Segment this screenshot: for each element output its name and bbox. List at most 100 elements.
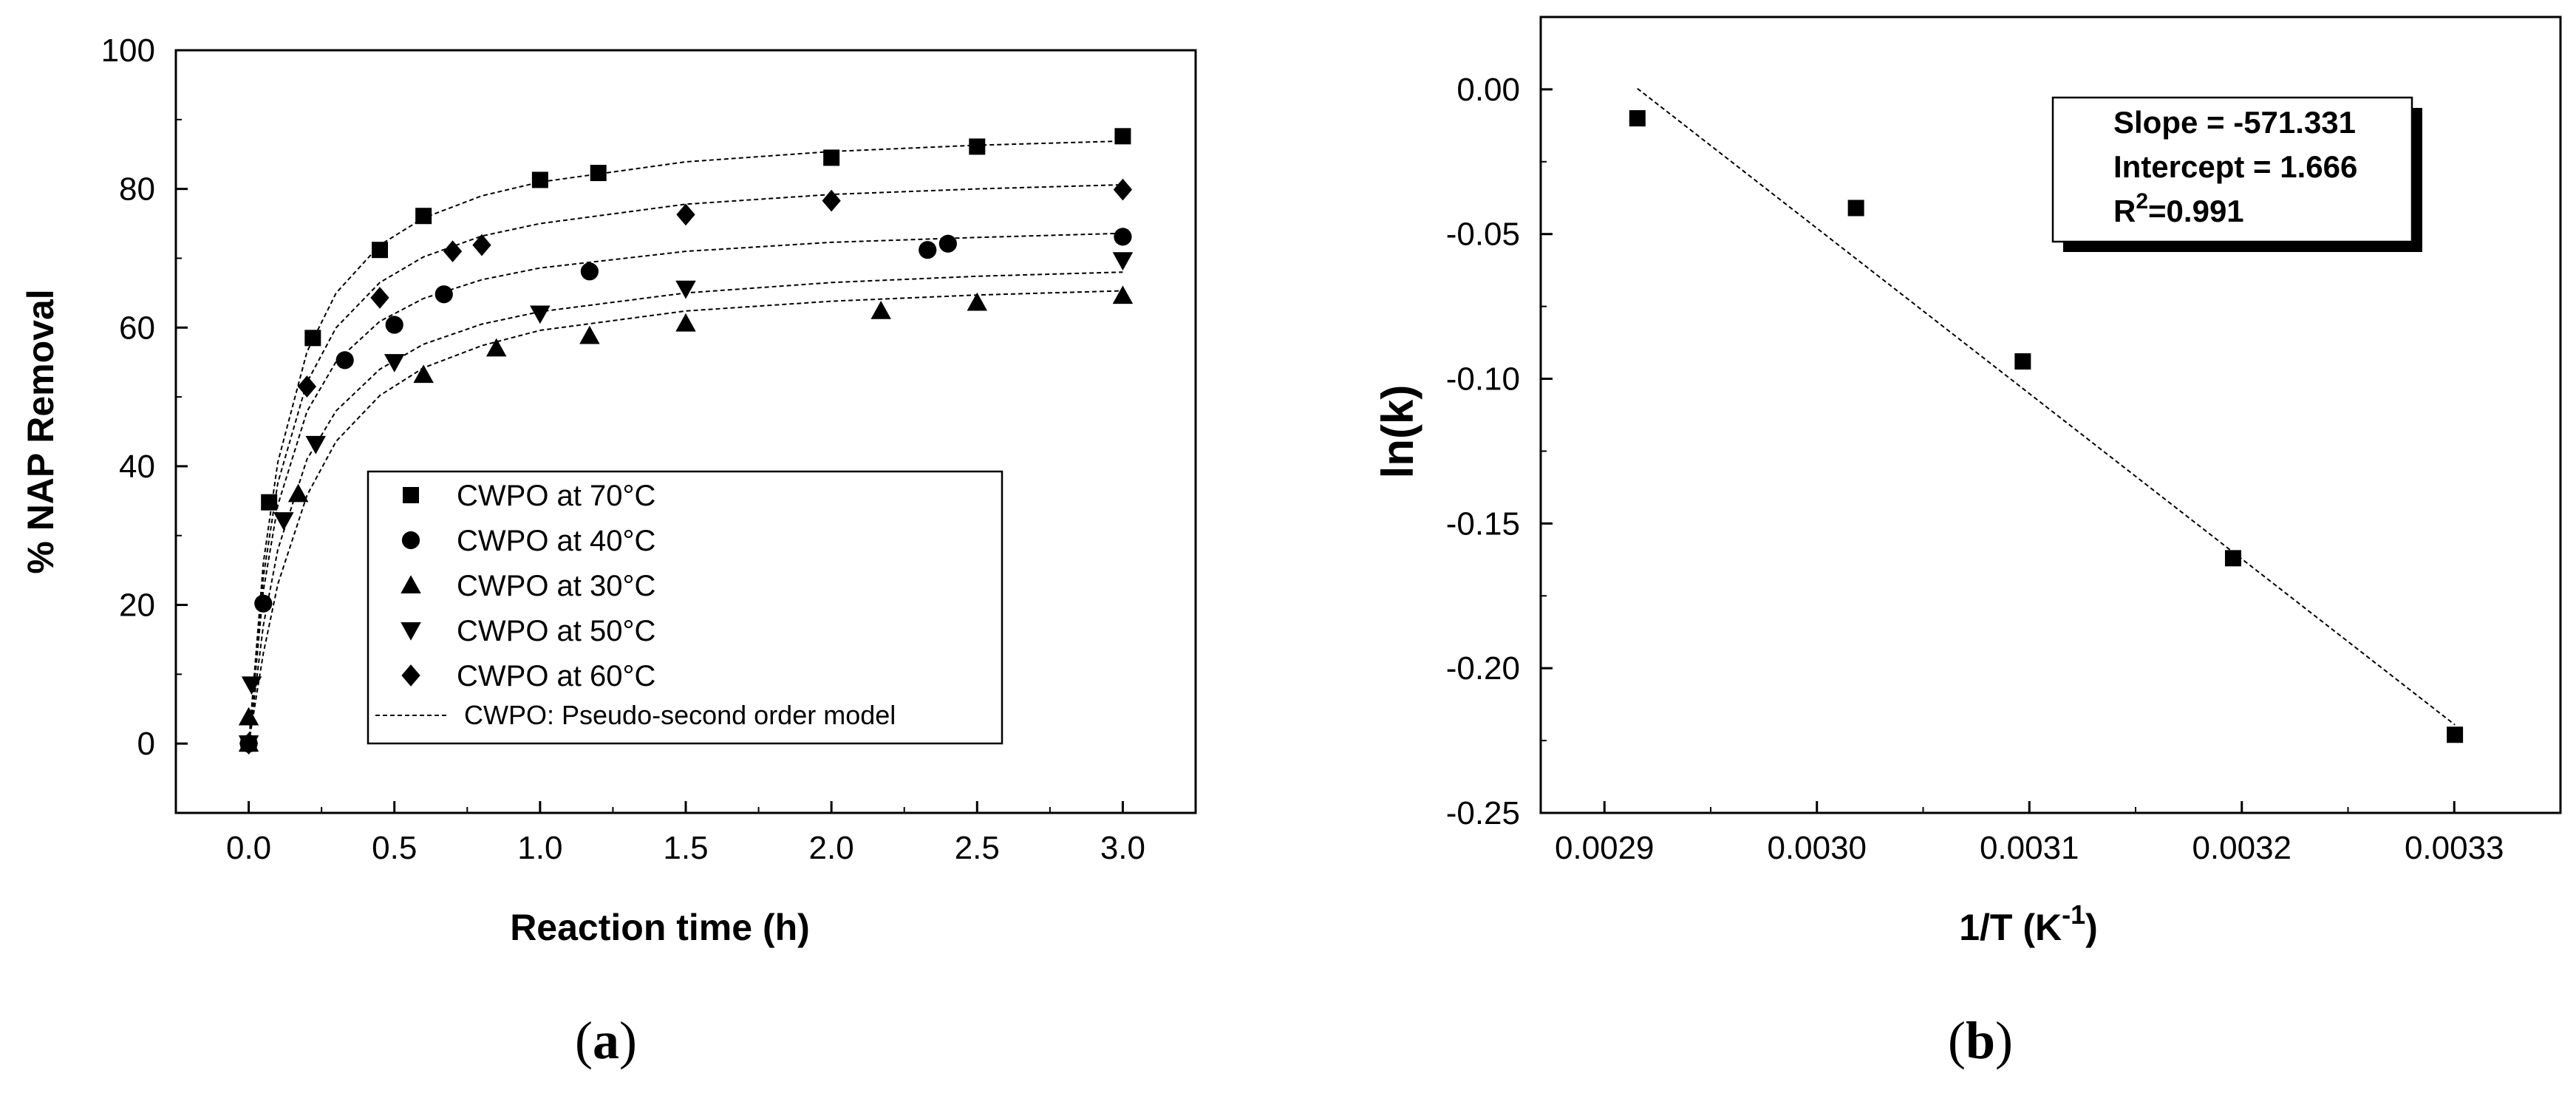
data-point-square: [969, 138, 986, 155]
legend-symbol-triangle-down: [401, 622, 421, 641]
x-axis-label-b-sup: -1: [2062, 899, 2085, 930]
data-point-square: [372, 242, 388, 259]
data-point-circle: [435, 285, 453, 304]
y-tick-label: 0: [137, 726, 155, 762]
data-point-triangle-down: [530, 305, 551, 324]
data-point-square: [823, 149, 840, 166]
y-tick-label: 100: [101, 33, 155, 69]
model-curve-3: [248, 271, 1123, 744]
data-point-triangle-down: [273, 512, 294, 531]
caption-a: (a): [575, 1011, 637, 1070]
data-point-square: [415, 208, 432, 225]
data-point-square: [2447, 726, 2464, 743]
model-curve-1: [248, 232, 1123, 744]
legend-label: CWPO at 50°C: [457, 615, 655, 647]
data-point-diamond: [822, 189, 841, 212]
data-points-a: [238, 128, 1134, 755]
x-tick-label: 1.0: [517, 830, 562, 866]
data-point-triangle-up: [967, 292, 988, 311]
x-tick-label: 0.0031: [1980, 830, 2079, 866]
legend-symbol-square: [403, 487, 419, 503]
data-point-square: [2224, 550, 2241, 567]
x-axis-label-b: 1/T (K-1): [1959, 899, 2098, 948]
caption-letter-a: a: [593, 1011, 619, 1070]
data-point-square: [2014, 353, 2031, 370]
legend-symbol-triangle-up: [401, 575, 421, 593]
legend-symbol-diamond: [401, 664, 420, 687]
data-point-square: [1847, 200, 1864, 217]
x-axis-label-a: Reaction time (h): [510, 907, 810, 948]
data-point-triangle-up: [1112, 285, 1134, 304]
data-point-circle: [385, 316, 403, 334]
legend-label: CWPO at 60°C: [457, 660, 655, 692]
fit-annotation-box: Slope = -571.331 Intercept = 1.666 R2=0.…: [2051, 96, 2422, 252]
data-point-diamond: [1113, 178, 1133, 201]
data-point-circle: [938, 234, 957, 253]
data-point-diamond: [676, 203, 695, 226]
r2-prefix: R: [2113, 194, 2136, 228]
data-point-triangle-down: [241, 676, 262, 695]
x-axis-label-b-close: ): [2085, 907, 2098, 948]
x-tick-label: 0.0033: [2405, 830, 2504, 866]
data-point-triangle-up: [287, 483, 309, 503]
x-tick-label: 0.0: [226, 830, 271, 866]
linear-fit-line: [1637, 88, 2456, 726]
y-tick-label: -0.05: [1446, 217, 1520, 253]
slope-label: Slope = -571.331: [2113, 105, 2356, 140]
data-point-diamond: [443, 240, 463, 262]
r2-label: R2=0.991: [2113, 189, 2244, 228]
y-tick-label: 0.00: [1456, 72, 1520, 108]
data-point-triangle-down: [1112, 252, 1134, 271]
legend-a: CWPO at 70°C CWPO at 40°C CWPO at 30°C CWPO…: [367, 470, 1004, 745]
r2-value: =0.991: [2148, 194, 2244, 228]
data-point-circle: [1114, 228, 1132, 246]
data-point-square: [1629, 110, 1646, 127]
data-point-square: [304, 330, 321, 347]
legend-label: CWPO at 30°C: [457, 570, 655, 602]
caption-b: (b): [1948, 1011, 2013, 1070]
y-tick-label: -0.25: [1446, 795, 1520, 831]
y-tick-label: 20: [119, 588, 155, 624]
x-tick-label: 2.0: [809, 830, 854, 866]
data-point-diamond: [239, 732, 259, 755]
panel-a: 0.0 0.5 1.0 1.5 2.0 2.5 3.0 0 20 40 60 80 100 React…: [20, 33, 1197, 1070]
data-point-circle: [335, 351, 354, 370]
data-point-triangle-down: [305, 435, 327, 454]
data-point-triangle-up: [238, 706, 259, 726]
data-point-circle: [254, 594, 273, 613]
fit-line-b: [1637, 88, 2456, 726]
data-point-triangle-down: [675, 280, 696, 299]
x-tick-label: 0.5: [372, 830, 417, 866]
data-point-diamond: [472, 234, 491, 256]
legend-symbol-circle: [401, 531, 420, 550]
x-tick-label: 2.5: [955, 830, 1000, 866]
y-axis-label-a: % NAP Removal: [20, 289, 61, 573]
y-tick-label: 60: [119, 310, 155, 346]
x-tick-label: 0.0032: [2192, 830, 2292, 866]
x-tick-label: 3.0: [1100, 830, 1145, 866]
data-point-triangle-down: [384, 354, 405, 372]
x-axis-label-b-main: 1/T (K: [1959, 907, 2062, 948]
data-point-triangle-up: [870, 301, 891, 319]
y-axis-ticks-a: 0 20 40 60 80 100: [101, 33, 188, 814]
data-points-b: [1629, 110, 2464, 743]
legend-label: CWPO at 70°C: [457, 480, 655, 512]
data-point-triangle-up: [675, 313, 696, 332]
legend-label: CWPO: Pseudo-second order model: [464, 700, 896, 730]
y-tick-label: -0.15: [1446, 505, 1520, 542]
y-tick-label: 40: [119, 449, 155, 485]
data-point-circle: [919, 241, 937, 259]
legend-box: [367, 470, 1004, 745]
y-tick-label: -0.20: [1446, 650, 1520, 687]
data-point-triangle-up: [485, 338, 507, 357]
data-point-square: [261, 494, 278, 511]
r2-sup: 2: [2136, 189, 2148, 214]
y-axis-label-b: ln(k): [1373, 385, 1422, 479]
x-tick-label: 1.5: [663, 830, 708, 866]
y-tick-label: 80: [119, 171, 155, 208]
data-point-triangle-up: [579, 325, 600, 344]
intercept-label: Intercept = 1.666: [2113, 149, 2357, 184]
y-tick-label: -0.10: [1446, 361, 1520, 398]
legend-label: CWPO at 40°C: [457, 525, 655, 557]
y-axis-ticks-b: 0.00 -0.05 -0.10 -0.15 -0.20 -0.25: [1446, 72, 1553, 831]
